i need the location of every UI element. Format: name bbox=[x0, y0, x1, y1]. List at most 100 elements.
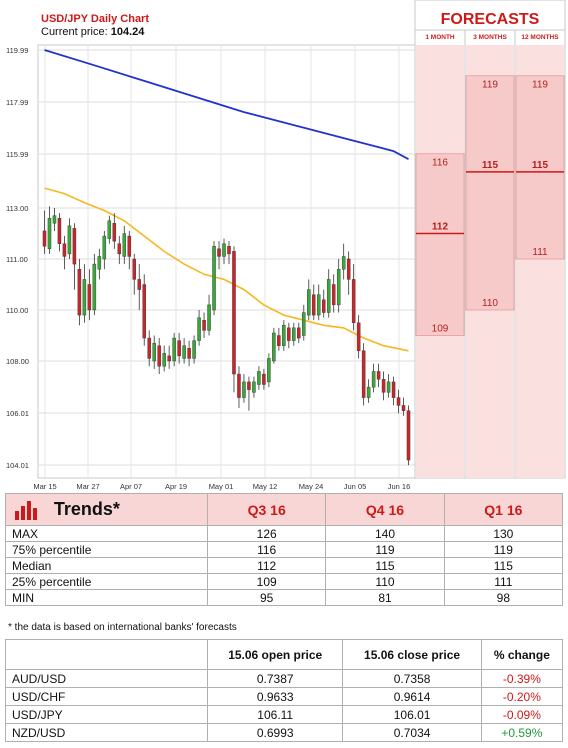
candle-bearish bbox=[202, 320, 206, 331]
candle-bearish bbox=[147, 337, 151, 359]
candle-bullish bbox=[302, 312, 306, 336]
forecast-median-label: 112 bbox=[432, 222, 449, 233]
rates-open: 0.6993 bbox=[206, 723, 344, 742]
forecast-range-box bbox=[515, 75, 565, 260]
candle-bullish bbox=[67, 225, 72, 255]
candle-bullish bbox=[317, 294, 321, 316]
x-tick-label: Apr 19 bbox=[165, 482, 187, 491]
forecast-range-box bbox=[415, 153, 465, 336]
y-tick-label: 119.99 bbox=[6, 46, 28, 55]
candle-bearish bbox=[391, 381, 396, 398]
forecast-range-box bbox=[465, 75, 515, 311]
candle-bearish bbox=[217, 248, 221, 257]
x-tick-label: May 12 bbox=[253, 482, 278, 491]
y-tick-label: 111.00 bbox=[6, 255, 28, 264]
rates-open: 0.9633 bbox=[206, 687, 344, 706]
candle-bearish bbox=[137, 279, 141, 290]
trends-row-label: Median bbox=[5, 557, 208, 574]
candle-bearish bbox=[406, 410, 411, 461]
candle-bearish bbox=[117, 243, 122, 255]
forecast-median-label: 115 bbox=[532, 160, 549, 171]
current-price-label: Current price: bbox=[41, 26, 108, 38]
candle-bearish bbox=[287, 327, 291, 341]
bar-chart-icon bbox=[15, 500, 37, 520]
trends-row-label: MAX bbox=[5, 525, 208, 542]
candle-bearish bbox=[72, 228, 77, 265]
candle-bullish bbox=[267, 358, 271, 383]
candle-bullish bbox=[212, 246, 216, 311]
candle-bullish bbox=[326, 279, 331, 313]
rates-close: 106.01 bbox=[342, 705, 482, 724]
trends-row: MAX 126 140 130 bbox=[5, 525, 564, 542]
rates-close: 0.7034 bbox=[342, 723, 482, 742]
forecast-col-label: 3 MONTHS bbox=[473, 34, 507, 41]
candle-bearish bbox=[87, 284, 92, 311]
chart-title: USD/JPY Daily Chart bbox=[41, 13, 150, 25]
rates-change: -0.20% bbox=[480, 687, 564, 706]
x-tick-label: Apr 07 bbox=[120, 482, 142, 491]
forecast-max-label: 119 bbox=[532, 80, 548, 91]
forecast-col-label: 1 MONTH bbox=[425, 34, 455, 41]
rates-header-blank bbox=[5, 639, 208, 670]
trends-cell: 126 bbox=[206, 525, 327, 542]
trends-footnote: * the data is based on international ban… bbox=[8, 622, 237, 633]
rates-open: 106.11 bbox=[206, 705, 344, 724]
candle-bearish bbox=[277, 335, 281, 346]
candle-bearish bbox=[346, 258, 351, 280]
forecast-min-label: 110 bbox=[482, 298, 498, 309]
candle-bullish bbox=[252, 381, 256, 393]
trends-col-q3: Q3 16 bbox=[206, 493, 327, 526]
trends-row-label: 75% percentile bbox=[5, 541, 208, 558]
candle-bearish bbox=[42, 230, 47, 247]
candle-bearish bbox=[356, 322, 361, 351]
candle-bearish bbox=[127, 235, 132, 257]
x-tick-label: Mar 15 bbox=[33, 482, 56, 491]
candle-bearish bbox=[62, 243, 67, 257]
candle-bullish bbox=[182, 345, 186, 359]
forecast-median-label: 115 bbox=[482, 160, 499, 171]
rates-pair: AUD/USD bbox=[5, 669, 208, 688]
trends-row-label: MIN bbox=[5, 589, 208, 606]
candle-bullish bbox=[192, 340, 196, 359]
candle-bearish bbox=[112, 223, 117, 242]
current-price: Current price: 104.24 bbox=[41, 26, 144, 38]
candle-bullish bbox=[102, 235, 107, 260]
candle-bearish bbox=[187, 348, 191, 359]
x-tick-label: Jun 16 bbox=[388, 482, 411, 491]
rates-row: NZD/USD 0.6993 0.7034 +0.59% bbox=[5, 723, 564, 742]
rates-pair: USD/JPY bbox=[5, 705, 208, 724]
rates-change: -0.39% bbox=[480, 669, 564, 688]
candle-bullish bbox=[162, 353, 166, 367]
candle-bullish bbox=[257, 371, 261, 385]
trends-title: Trends* bbox=[53, 499, 120, 519]
candle-bearish bbox=[401, 405, 406, 411]
forecast-title: FORECASTS bbox=[441, 11, 540, 28]
rates-close: 0.9614 bbox=[342, 687, 482, 706]
rates-close: 0.7358 bbox=[342, 669, 482, 688]
candle-bearish bbox=[77, 269, 82, 316]
trends-col-q1: Q1 16 bbox=[443, 493, 564, 526]
rates-change: +0.59% bbox=[480, 723, 564, 742]
candle-bearish bbox=[331, 284, 336, 306]
forecast-max-label: 119 bbox=[482, 80, 498, 91]
candle-bullish bbox=[282, 325, 286, 346]
candle-bearish bbox=[157, 345, 161, 367]
trends-cell: 111 bbox=[443, 573, 564, 590]
candle-bullish bbox=[341, 256, 346, 270]
candle-bullish bbox=[371, 371, 376, 388]
candle-bullish bbox=[222, 243, 226, 257]
trends-cell: 110 bbox=[325, 573, 445, 590]
candle-bullish bbox=[272, 332, 276, 362]
forecast-min-label: 111 bbox=[532, 247, 548, 258]
candle-bullish bbox=[92, 263, 97, 311]
ma-short-line bbox=[44, 187, 409, 352]
y-tick-label: 115.99 bbox=[6, 150, 28, 159]
candle-bearish bbox=[381, 379, 386, 393]
candle-bullish bbox=[107, 220, 112, 239]
trends-col-q4: Q4 16 bbox=[325, 493, 445, 526]
rates-pair: NZD/USD bbox=[5, 723, 208, 742]
candle-bearish bbox=[177, 340, 181, 357]
trends-cell: 130 bbox=[443, 525, 564, 542]
candle-bearish bbox=[57, 217, 62, 244]
trends-row: MIN 95 81 98 bbox=[5, 589, 564, 606]
